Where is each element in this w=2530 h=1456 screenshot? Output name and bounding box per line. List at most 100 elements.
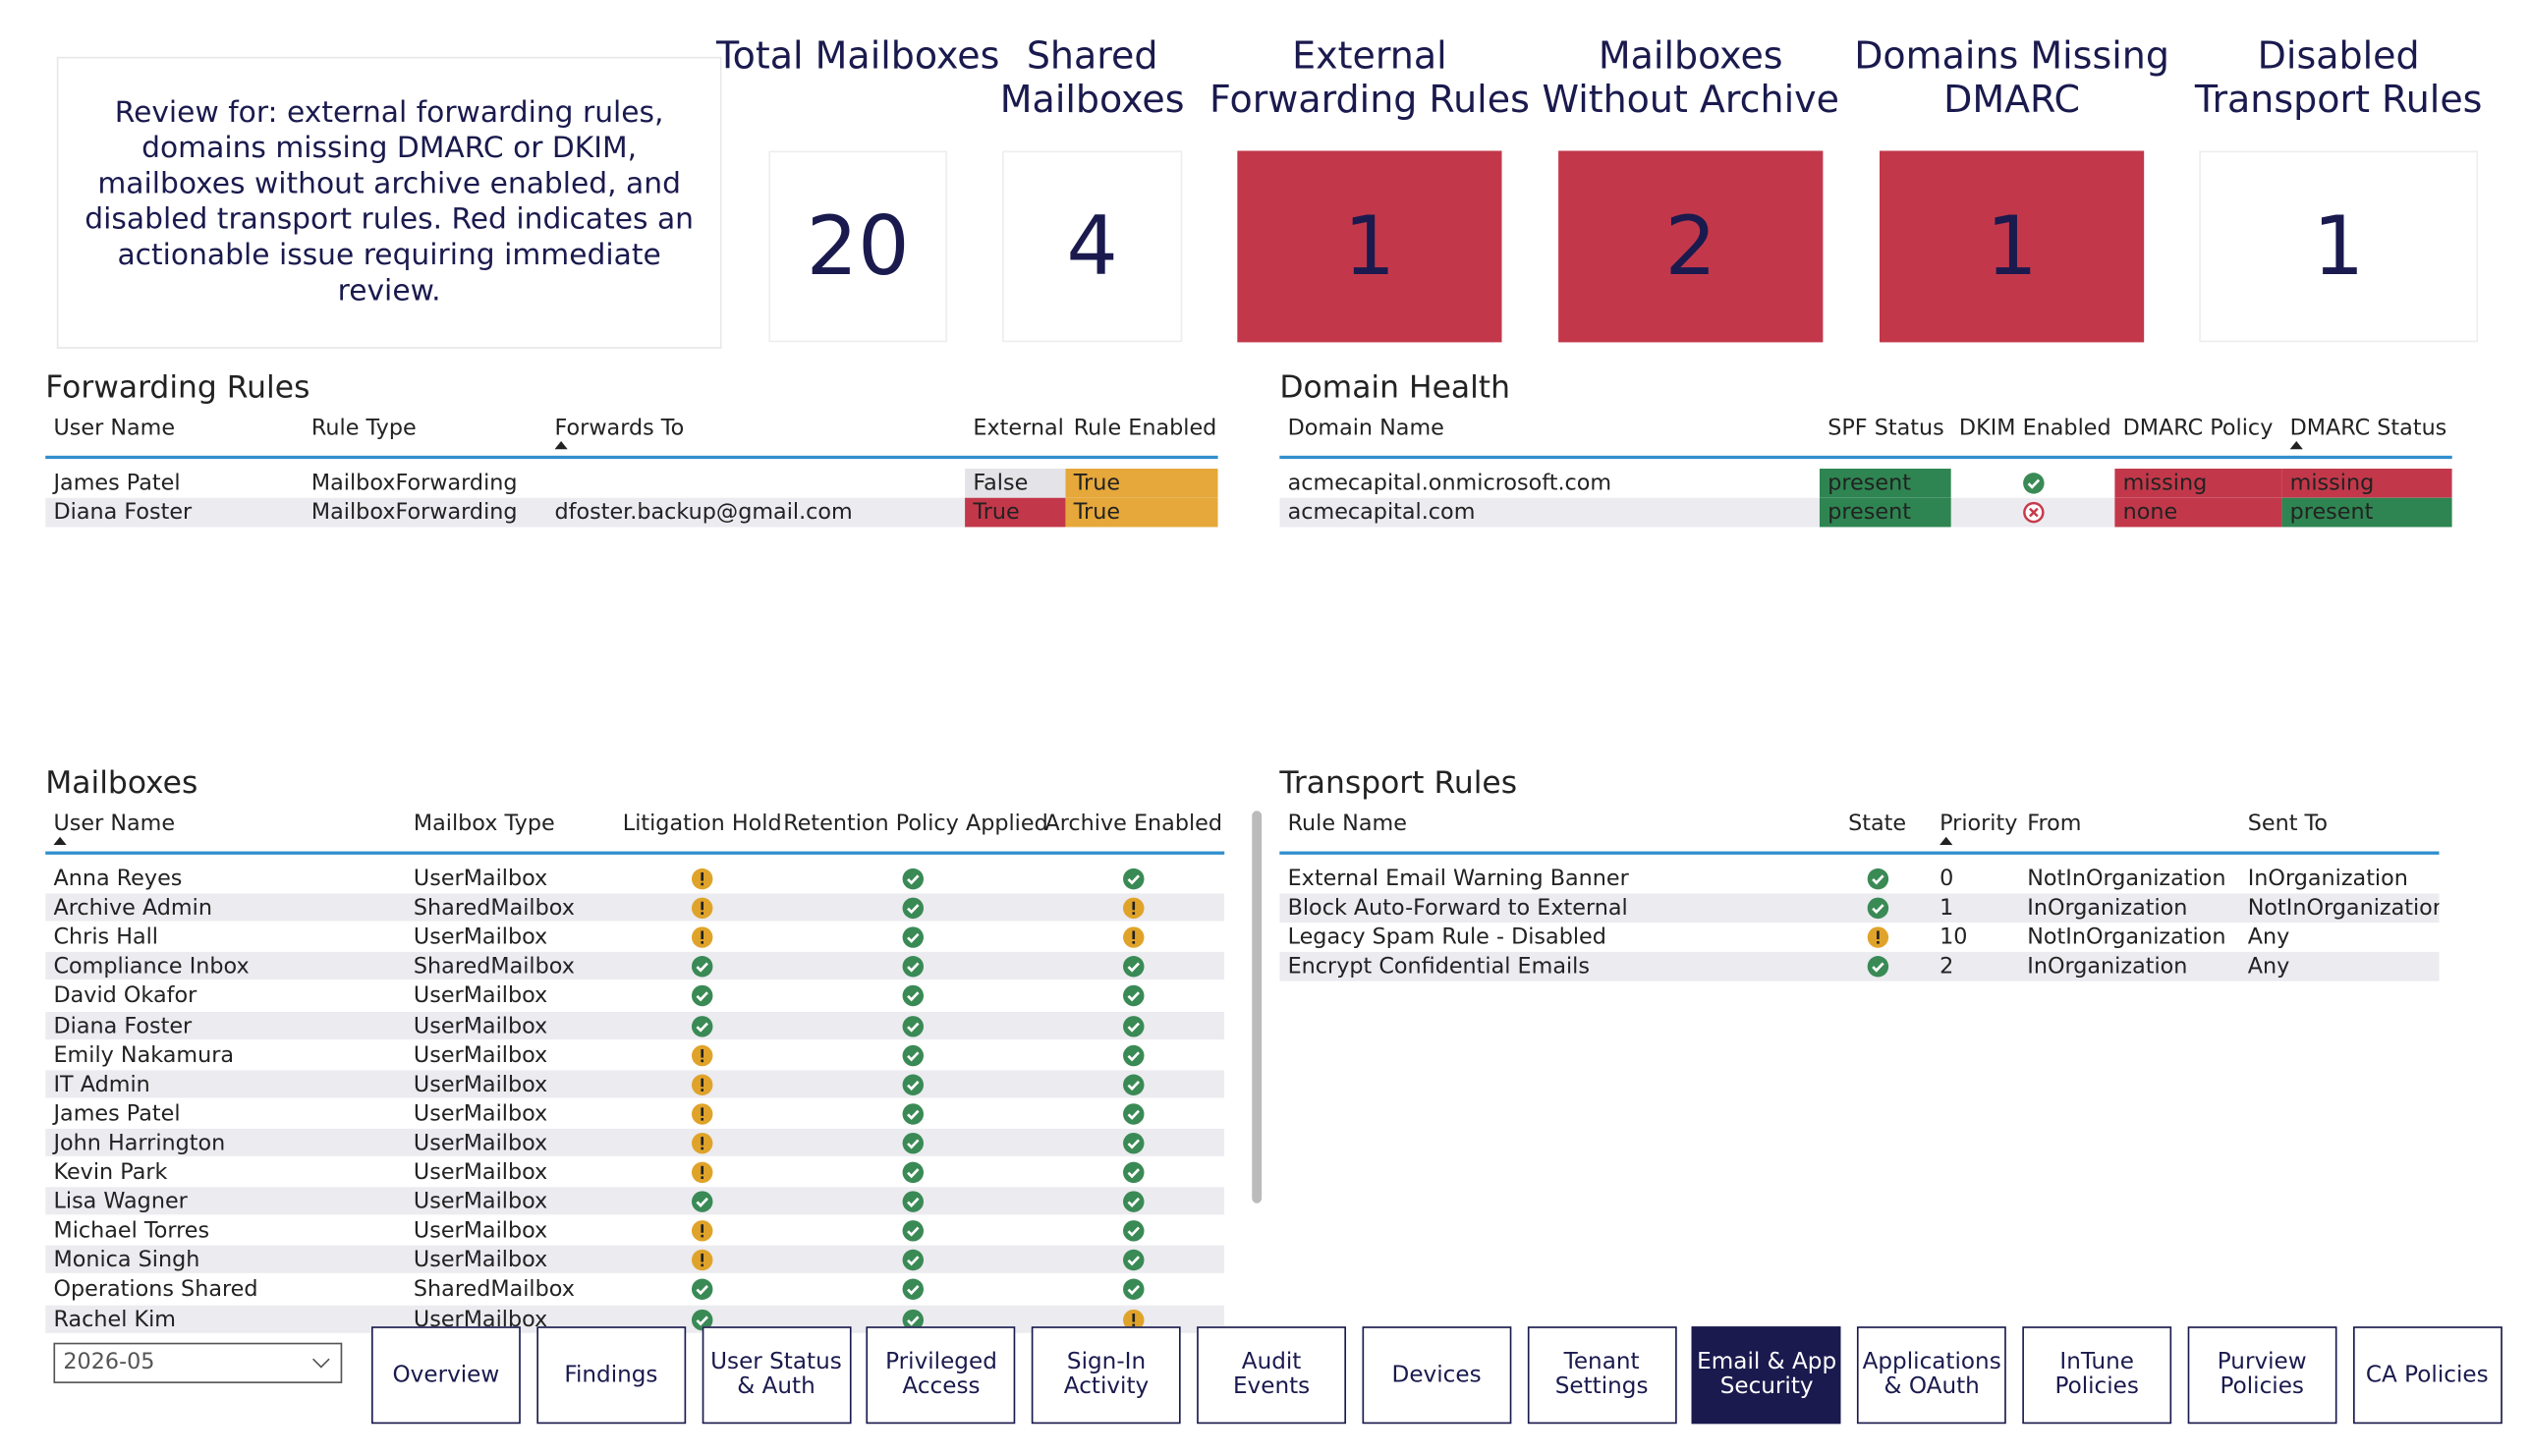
table-cell: Compliance Inbox <box>53 954 250 980</box>
kpi-value: 1 <box>2199 150 2479 343</box>
status-icon <box>783 1040 1042 1070</box>
table-row <box>45 1246 1225 1275</box>
table-cell: SharedMailbox <box>413 954 575 980</box>
status-icon <box>1042 952 1224 981</box>
status-icon <box>621 1011 783 1040</box>
table-cell: UserMailbox <box>413 1217 548 1245</box>
status-icon <box>1823 865 1932 894</box>
table-cell: True <box>1065 469 1218 498</box>
sort-indicator <box>53 836 67 845</box>
status-icon <box>783 1216 1042 1246</box>
table-cell: UserMailbox <box>413 1130 548 1156</box>
nav-button[interactable]: Sign-In Activity <box>1032 1326 1181 1425</box>
table-row <box>45 952 1225 982</box>
nav-button[interactable]: Applications & OAuth <box>1857 1326 2007 1425</box>
column-header: External <box>973 415 1064 441</box>
table-cell: acmecapital.onmicrosoft.com <box>1287 470 1612 497</box>
nav-button[interactable]: User Status & Auth <box>702 1326 851 1425</box>
kpi-label: Total Mailboxes <box>715 35 1000 79</box>
status-icon <box>1951 498 2115 528</box>
status-icon <box>783 1070 1042 1099</box>
status-icon <box>1823 924 1932 953</box>
status-icon <box>621 952 783 981</box>
status-icon <box>621 1099 783 1129</box>
sort-indicator <box>1940 836 1953 845</box>
kpi-value: 20 <box>768 150 947 343</box>
table-cell: External Email Warning Banner <box>1287 866 1629 892</box>
table-cell: SharedMailbox <box>413 1276 575 1304</box>
nav-button[interactable]: Devices <box>1362 1326 1512 1425</box>
nav-button[interactable]: CA Policies <box>2352 1326 2502 1425</box>
status-icon <box>783 1158 1042 1188</box>
table-title: Forwarding Rules <box>45 369 310 406</box>
table-cell: UserMailbox <box>413 1100 548 1127</box>
status-icon <box>621 981 783 1011</box>
column-header: Rule Type <box>310 415 417 441</box>
column-header: Litigation Hold <box>622 811 782 837</box>
table-cell: missing <box>2281 469 2452 498</box>
scrollbar <box>1252 811 1263 1204</box>
nav-button[interactable]: Findings <box>536 1326 686 1425</box>
table-cell: 1 <box>1940 895 1954 922</box>
status-icon <box>1042 1011 1224 1040</box>
table-cell: NotInOrganization <box>2027 866 2226 892</box>
table-cell: 0 <box>1940 866 1954 892</box>
column-header: Forwards To <box>554 415 685 441</box>
status-icon <box>621 865 783 894</box>
table-cell: InOrganization <box>2247 866 2408 892</box>
status-icon <box>1042 1070 1224 1099</box>
nav-button[interactable]: Tenant Settings <box>1527 1326 1677 1425</box>
table-cell: InOrganization <box>2027 895 2188 922</box>
table-row <box>45 1040 1225 1070</box>
status-icon <box>1042 981 1224 1011</box>
table-row <box>45 981 1225 1011</box>
table-cell: True <box>1065 497 1218 528</box>
status-icon <box>1042 865 1224 894</box>
kpi-label: Domains Missing DMARC <box>1854 35 2169 122</box>
nav-button[interactable]: InTune Policies <box>2022 1326 2172 1425</box>
table-title: Domain Health <box>1279 369 1510 406</box>
table-cell: Diana Foster <box>53 499 193 526</box>
nav-button[interactable]: Purview Policies <box>2187 1326 2337 1425</box>
kpi-value: 1 <box>1237 150 1502 343</box>
note: Review for: external forwarding rules, d… <box>56 56 722 349</box>
status-icon <box>621 1040 783 1070</box>
table-title: Mailboxes <box>45 765 198 802</box>
kpi-label: Mailboxes Without Archive <box>1542 35 1839 122</box>
table-cell: Monica Singh <box>53 1247 200 1274</box>
nav-button[interactable]: Audit Events <box>1197 1326 1346 1425</box>
table-cell: True <box>965 497 1066 528</box>
period-dropdown[interactable]: 2026-05 <box>53 1342 343 1383</box>
status-icon <box>783 924 1042 953</box>
table-cell: Diana Foster <box>53 1012 193 1039</box>
status-icon <box>621 924 783 953</box>
table-row <box>45 1216 1225 1246</box>
table-cell: present <box>1819 469 1951 498</box>
table-cell: Archive Admin <box>53 895 212 922</box>
table-cell: UserMailbox <box>413 982 548 1010</box>
table-cell: UserMailbox <box>413 1189 548 1215</box>
table-cell: Block Auto-Forward to External <box>1287 895 1628 922</box>
table-cell: UserMailbox <box>413 866 548 892</box>
table-cell: IT Admin <box>53 1071 150 1097</box>
table-cell: Michael Torres <box>53 1217 210 1245</box>
nav-button[interactable]: Overview <box>370 1326 521 1425</box>
nav-button[interactable]: Email & App Security <box>1692 1326 1842 1425</box>
table-cell: 2 <box>1940 954 1954 980</box>
status-icon <box>783 1129 1042 1158</box>
nav-button[interactable]: Privileged Access <box>867 1326 1016 1425</box>
table-row <box>45 923 1225 953</box>
column-header: From <box>2027 811 2082 837</box>
table-cell: Any <box>2247 924 2290 951</box>
column-header: DMARC Policy <box>2122 415 2274 441</box>
table-cell: MailboxForwarding <box>310 499 518 526</box>
status-icon <box>783 1275 1042 1305</box>
table-cell: present <box>1819 497 1951 528</box>
status-icon <box>1042 1129 1224 1158</box>
status-icon <box>1042 894 1224 924</box>
status-icon <box>621 1216 783 1246</box>
column-header: User Name <box>53 811 176 837</box>
column-header: Priority <box>1940 811 2018 837</box>
table-cell: UserMailbox <box>413 1159 548 1186</box>
